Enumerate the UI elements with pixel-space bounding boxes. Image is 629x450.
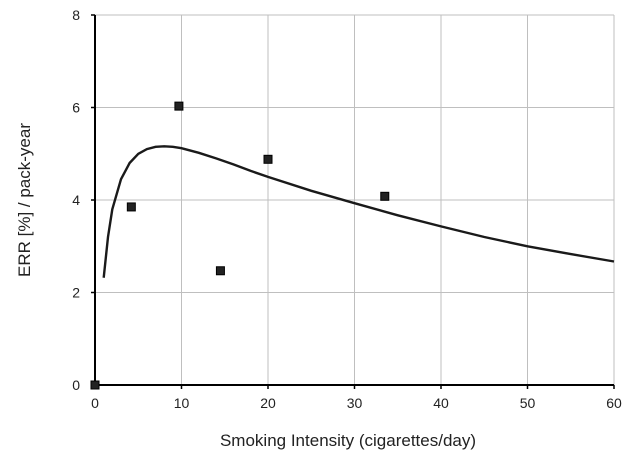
x-tick-label: 30 (347, 395, 363, 411)
tick-labels: 0 10 20 30 40 50 60 0 2 4 6 8 (72, 7, 622, 411)
data-point (263, 154, 273, 164)
data-point (126, 202, 136, 212)
x-tick-label: 50 (520, 395, 536, 411)
data-point (380, 191, 390, 201)
data-point (215, 266, 225, 276)
x-tick-label: 60 (606, 395, 622, 411)
data-points (90, 101, 390, 390)
y-axis-title: ERR [%] / pack-year (15, 123, 34, 277)
x-tick-label: 0 (91, 395, 99, 411)
fitted-curve (102, 145, 615, 278)
y-tick-label: 4 (72, 192, 80, 208)
y-tick-label: 2 (72, 285, 80, 301)
x-tick-label: 10 (174, 395, 190, 411)
x-tick-label: 20 (260, 395, 276, 411)
data-point (90, 380, 100, 390)
y-tick-label: 0 (72, 377, 80, 393)
data-point (174, 101, 184, 111)
x-axis-title: Smoking Intensity (cigarettes/day) (220, 431, 476, 450)
y-tick-label: 8 (72, 7, 80, 23)
grid (95, 14, 615, 385)
x-tick-label: 40 (433, 395, 449, 411)
y-tick-label: 6 (72, 100, 80, 116)
